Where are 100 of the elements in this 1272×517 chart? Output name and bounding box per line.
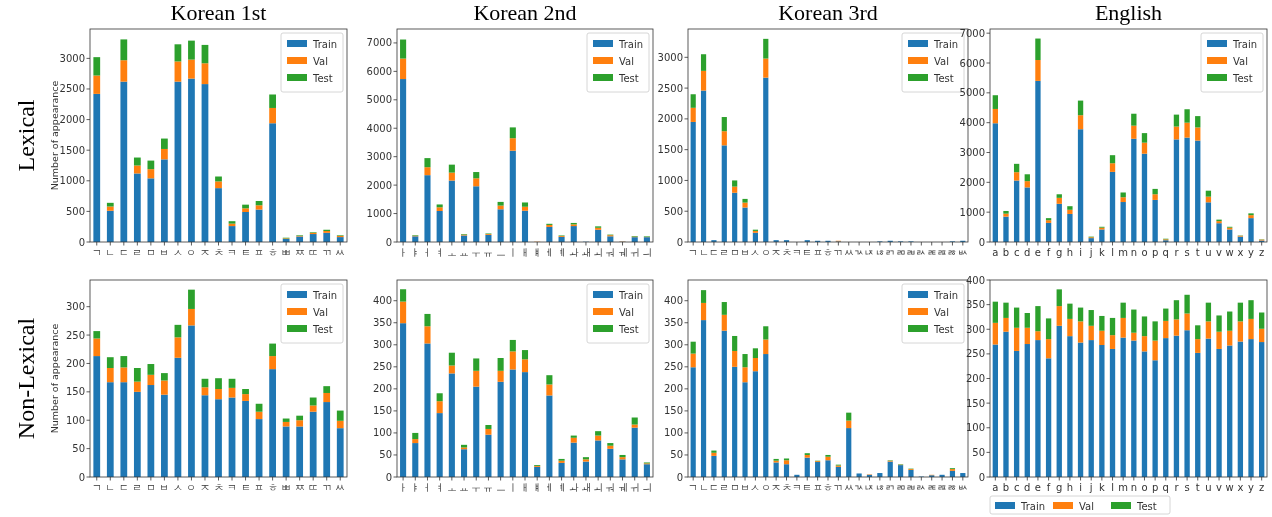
y-tick-label: 250: [372, 361, 392, 373]
x-tick-label: ㄷ: [708, 247, 719, 258]
y-tick-label: 0: [978, 236, 985, 248]
x-tick-label: ㅊ: [213, 482, 224, 493]
legend-label: Val: [1233, 56, 1248, 67]
x-tick-label: ㅀ: [947, 482, 958, 493]
y-tick-label: 500: [663, 205, 683, 217]
x-tick-label: ㄲ: [321, 247, 332, 258]
x-tick-label: ㅂ: [159, 482, 170, 493]
x-tick-label: ㅆ: [335, 482, 346, 493]
x-tick-label: ㅋ: [227, 247, 238, 258]
y-tick-label: 200: [65, 357, 85, 369]
y-tick-label: 350: [372, 317, 392, 329]
x-tick-label: ㅙ: [580, 247, 591, 258]
x-tick-label: ㄳ: [854, 247, 865, 258]
y-tick-label: 3000: [657, 51, 683, 63]
y-axis-title: Number of appearance: [49, 80, 60, 191]
y-tick-label: 2000: [366, 179, 392, 191]
x-tick-label: ㅍ: [254, 482, 265, 493]
x-tick-label: ㅓ: [422, 482, 433, 493]
x-tick-label: w: [1225, 247, 1234, 258]
x-tick-label: ㅑ: [410, 482, 421, 493]
x-tick-label: k: [1098, 482, 1105, 493]
y-axis-title: Number of appearance: [49, 323, 60, 434]
y-tick-label: 50: [379, 449, 392, 461]
x-tick-label: ㅊ: [213, 247, 224, 258]
y-tick-label: 200: [663, 383, 683, 395]
x-tick-label: ㅏ: [398, 482, 409, 493]
legend-label: Test: [312, 324, 333, 335]
x-tick-label: ㅎ: [823, 247, 833, 258]
x-tick-label: ㄿ: [937, 482, 948, 493]
x-tick-label: ㅍ: [812, 247, 823, 258]
x-tick-label: d: [1024, 247, 1031, 258]
x-tick-label: ㄱ: [688, 482, 699, 493]
x-tick-label: ㄽ: [916, 247, 927, 258]
x-tick-label: ㅃ: [281, 482, 292, 493]
x-tick-label: ㅞ: [617, 482, 628, 493]
y-tick-label: 2500: [657, 82, 683, 94]
x-tick-label: ㅢ: [641, 482, 652, 493]
x-tick-label: t: [1195, 247, 1200, 258]
x-tick-label: ㅣ: [507, 482, 518, 493]
x-tick-label: ㄹ: [719, 247, 730, 258]
x-tick-label: ㅠ: [483, 482, 494, 493]
x-tick-label: ㄵ: [864, 247, 875, 258]
x-tick-label: ㅐ: [520, 247, 530, 258]
x-tick-label: ㅁ: [729, 247, 740, 258]
x-tick-label: e: [1034, 247, 1042, 258]
x-tick-label: ㅕ: [434, 247, 445, 258]
y-tick-label: 50: [670, 449, 683, 461]
x-tick-label: r: [1174, 482, 1180, 493]
y-tick-label: 250: [65, 329, 85, 341]
y-tick-label: 200: [965, 373, 985, 384]
x-tick-label: ㅈ: [771, 247, 782, 258]
x-tick-label: ㄲ: [833, 247, 844, 258]
y-tick-label: 350: [965, 299, 985, 311]
legend-label: Train: [1020, 501, 1045, 512]
legend-label: Train: [312, 290, 337, 301]
x-tick-label: ㅊ: [781, 247, 792, 258]
x-tick-label: m: [1118, 482, 1129, 493]
x-tick-label: ㄹ: [132, 247, 143, 258]
x-tick-label: ㅈ: [771, 482, 782, 493]
x-tick-label: ㅄ: [957, 247, 968, 258]
legend-label: Train: [312, 39, 337, 50]
x-tick-label: j: [1088, 247, 1093, 258]
x-tick-label: ㄵ: [864, 482, 875, 493]
x-tick-label: ㅃ: [281, 247, 292, 258]
x-tick-label: ㅙ: [580, 482, 591, 493]
y-tick-label: 1000: [366, 208, 392, 220]
y-tick-label: 150: [372, 405, 392, 417]
x-tick-label: p: [1151, 482, 1159, 493]
x-tick-label: ㄿ: [937, 247, 948, 258]
x-tick-label: ㅇ: [186, 482, 197, 493]
legend-label: Train: [618, 290, 643, 301]
y-tick-label: 7000: [366, 37, 392, 49]
x-tick-label: ㅐ: [520, 482, 530, 493]
legend-label: Test: [618, 73, 639, 84]
x-tick-label: ㅁ: [729, 482, 740, 493]
x-tick-label: ㅎ: [267, 482, 278, 493]
x-tick-label: ㅋ: [791, 247, 802, 258]
x-tick-label: d: [1024, 482, 1031, 493]
x-tick-label: g: [1056, 482, 1063, 493]
x-tick-label: ㅟ: [629, 482, 640, 493]
y-tick-label: 3000: [959, 147, 985, 158]
x-tick-label: ㄷ: [118, 247, 129, 258]
x-tick-label: ㅅ: [750, 247, 761, 258]
x-tick-label: ㅢ: [641, 247, 652, 258]
y-tick-label: 300: [965, 323, 985, 335]
x-tick-label: e: [1034, 482, 1042, 493]
y-tick-label: 2500: [59, 83, 85, 95]
x-tick-label: ㄼ: [905, 247, 916, 258]
legend-label: Test: [933, 73, 954, 84]
y-tick-label: 7000: [959, 27, 985, 39]
x-tick-label: ㅋ: [227, 482, 238, 493]
y-tick-label: 2000: [657, 113, 683, 125]
x-tick-label: ㅉ: [294, 247, 305, 258]
y-tick-label: 1500: [657, 144, 683, 156]
x-tick-label: ㅠ: [483, 247, 494, 258]
y-tick-label: 2000: [959, 176, 985, 188]
y-tick-label: 400: [965, 274, 985, 286]
x-tick-label: ㅖ: [556, 482, 567, 493]
